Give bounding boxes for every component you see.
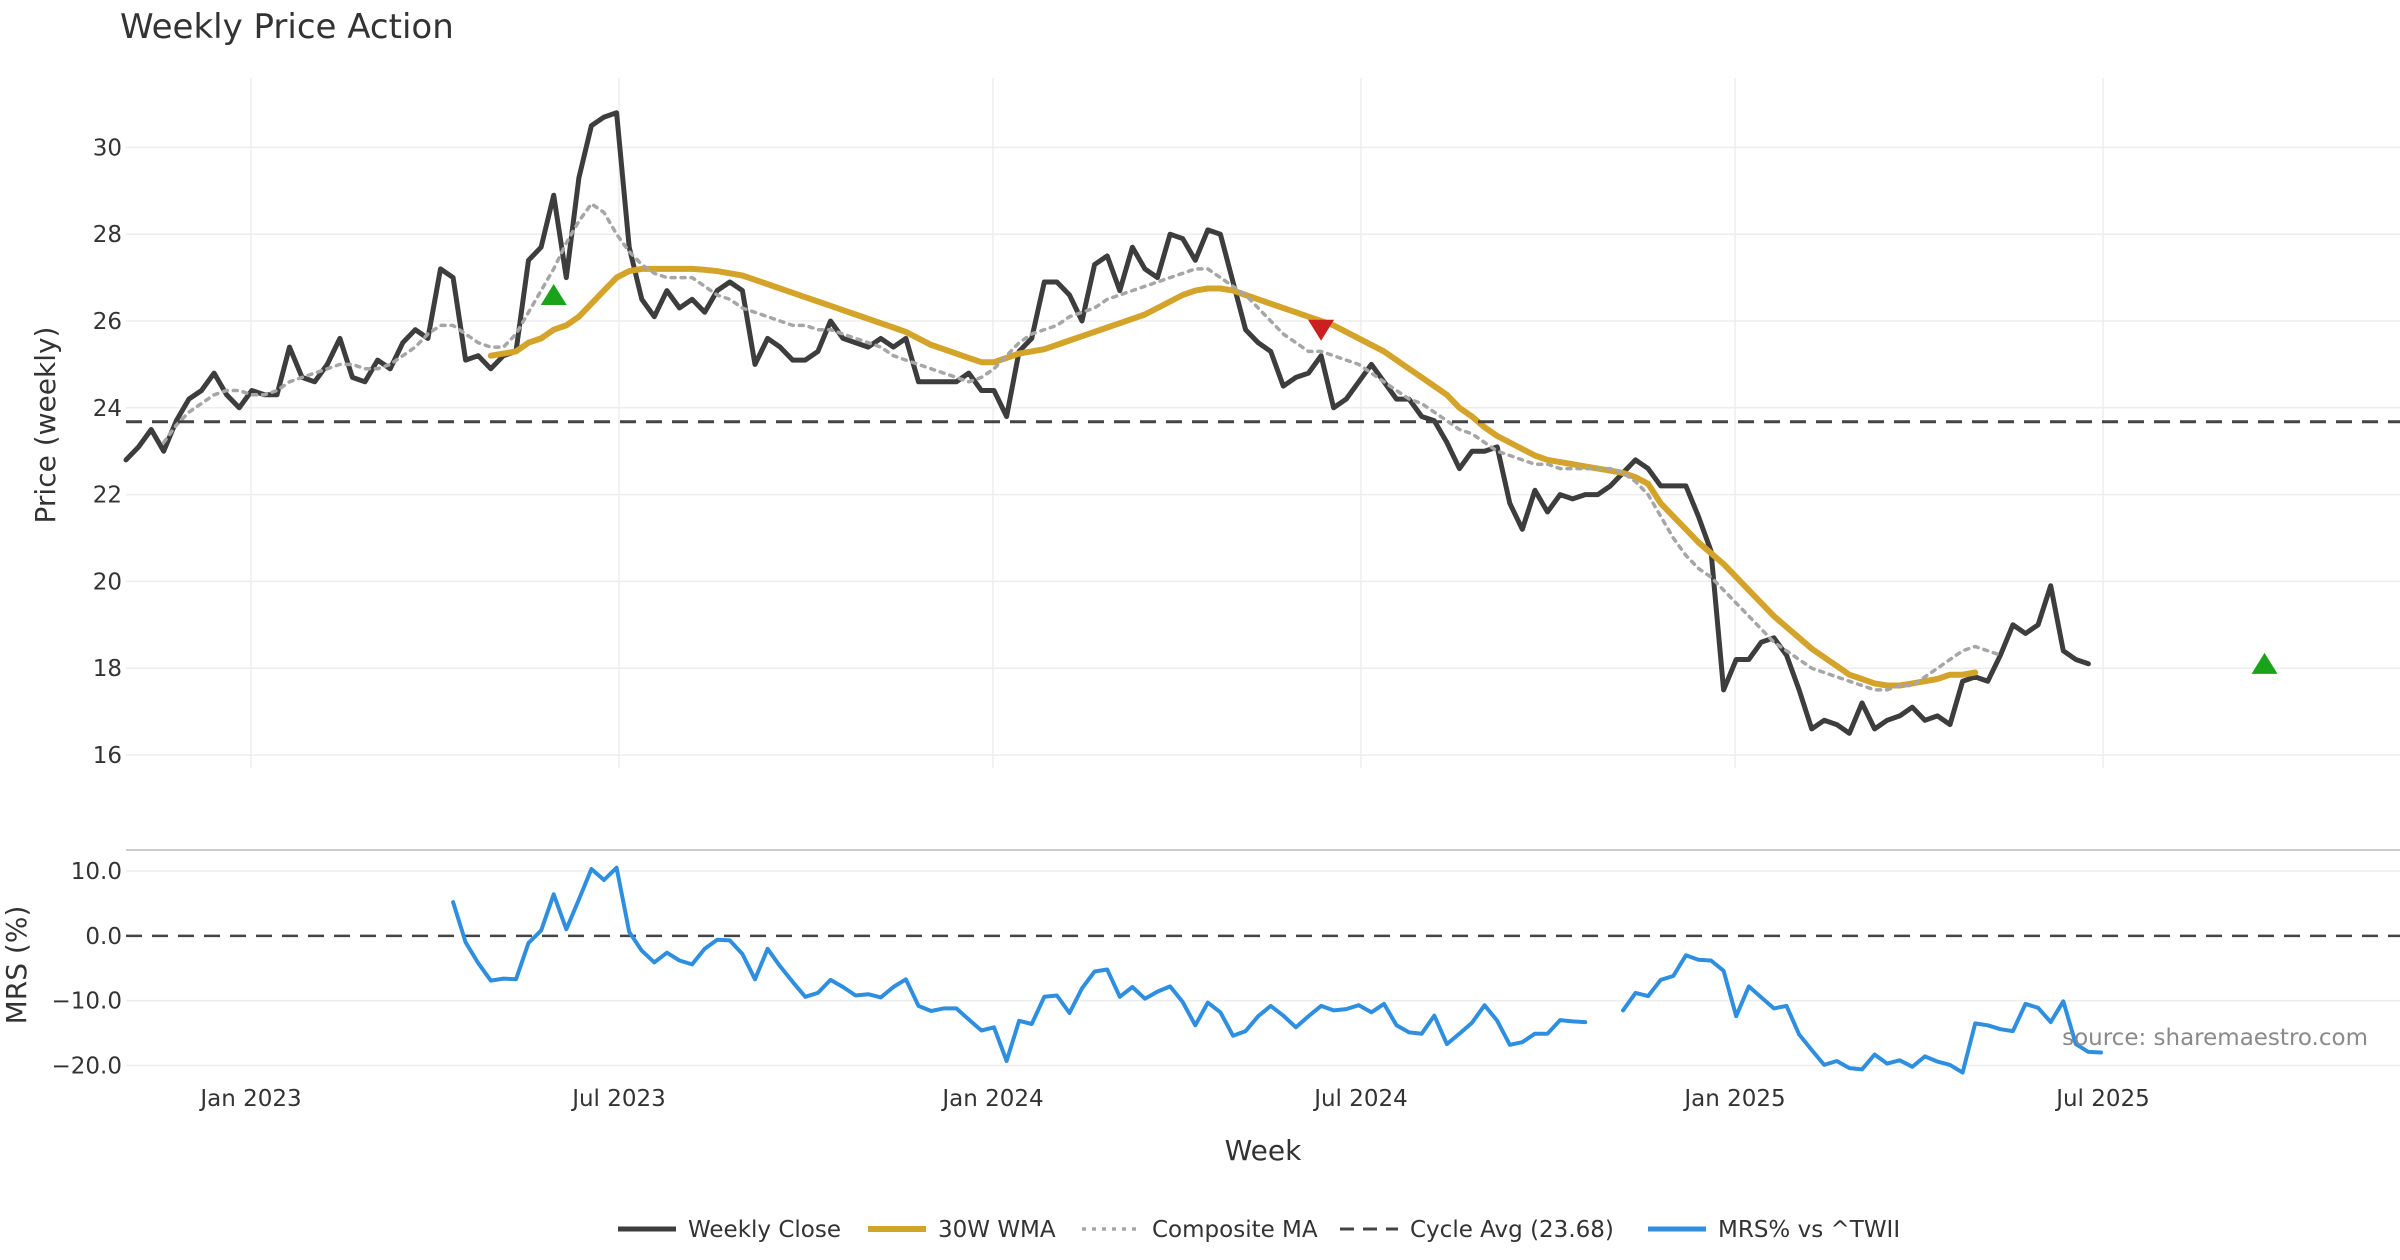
buy-signal-marker <box>540 283 567 305</box>
x-tick-label: Jul 2023 <box>570 1086 666 1112</box>
mrs-grid <box>126 870 2400 1067</box>
mrs-y-tick-label: −20.0 <box>52 1054 122 1080</box>
x-tick-label: Jan 2025 <box>1682 1086 1785 1112</box>
x-tick-label: Jan 2023 <box>198 1086 301 1112</box>
mrs-y-axis-label: MRS (%) <box>0 906 33 1025</box>
price-series <box>123 110 2400 736</box>
price-y-tick-label: 28 <box>93 222 122 248</box>
x-tick-label: Jul 2025 <box>2054 1086 2150 1112</box>
signal-markers <box>540 283 2278 674</box>
mrs-series <box>451 865 2103 1075</box>
legend-label: MRS% vs ^TWII <box>1718 1217 1900 1243</box>
mrs-y-tick-label: −10.0 <box>52 989 122 1015</box>
legend-label: Composite MA <box>1152 1217 1318 1243</box>
source-credit: source: sharemaestro.com <box>2062 1025 2368 1051</box>
price-y-tick-label: 16 <box>93 743 122 769</box>
mrs-y-tick-label: 10.0 <box>71 859 122 885</box>
x-tick-label: Jul 2024 <box>1312 1086 1408 1112</box>
mrs-y-tick-label: 0.0 <box>85 924 122 950</box>
price-y-tick-label: 30 <box>93 135 122 161</box>
composite-ma-line <box>161 202 2003 692</box>
x-axis-label: Week <box>1225 1134 1302 1167</box>
price-y-tick-label: 24 <box>93 396 122 422</box>
price-y-axis-label: Price (weekly) <box>29 327 62 524</box>
price-y-tick-label: 18 <box>93 656 122 682</box>
chart-title: Weekly Price Action <box>120 7 454 47</box>
price-y-tick-label: 26 <box>93 309 122 335</box>
legend-label: 30W WMA <box>938 1217 1056 1243</box>
price-y-tick-label: 20 <box>93 569 122 595</box>
buy-signal-marker <box>2251 652 2278 674</box>
x-tick-labels: Jan 2023 Jul 2023 Jan 2024 Jul 2024 Jan 2025… <box>198 1086 2149 1112</box>
wma-30w-line <box>487 265 1979 689</box>
mrs-line-segment <box>1621 953 2103 1075</box>
legend-label: Weekly Close <box>688 1217 841 1243</box>
weekly-close-line <box>123 110 2091 736</box>
x-tick-label: Jan 2024 <box>940 1086 1043 1112</box>
legend: Weekly Close 30W WMA Composite MA Cycle Avg… <box>618 1217 1900 1243</box>
mrs-y-ticks: 10.0 0.0 −10.0 −20.0 <box>52 859 122 1080</box>
mrs-line-segment <box>451 865 1588 1063</box>
legend-label: Cycle Avg (23.68) <box>1410 1217 1614 1243</box>
sell-signal-marker <box>1308 319 1335 341</box>
price-y-ticks: 16 18 20 22 24 26 28 30 <box>93 135 122 769</box>
price-y-tick-label: 22 <box>93 483 122 509</box>
